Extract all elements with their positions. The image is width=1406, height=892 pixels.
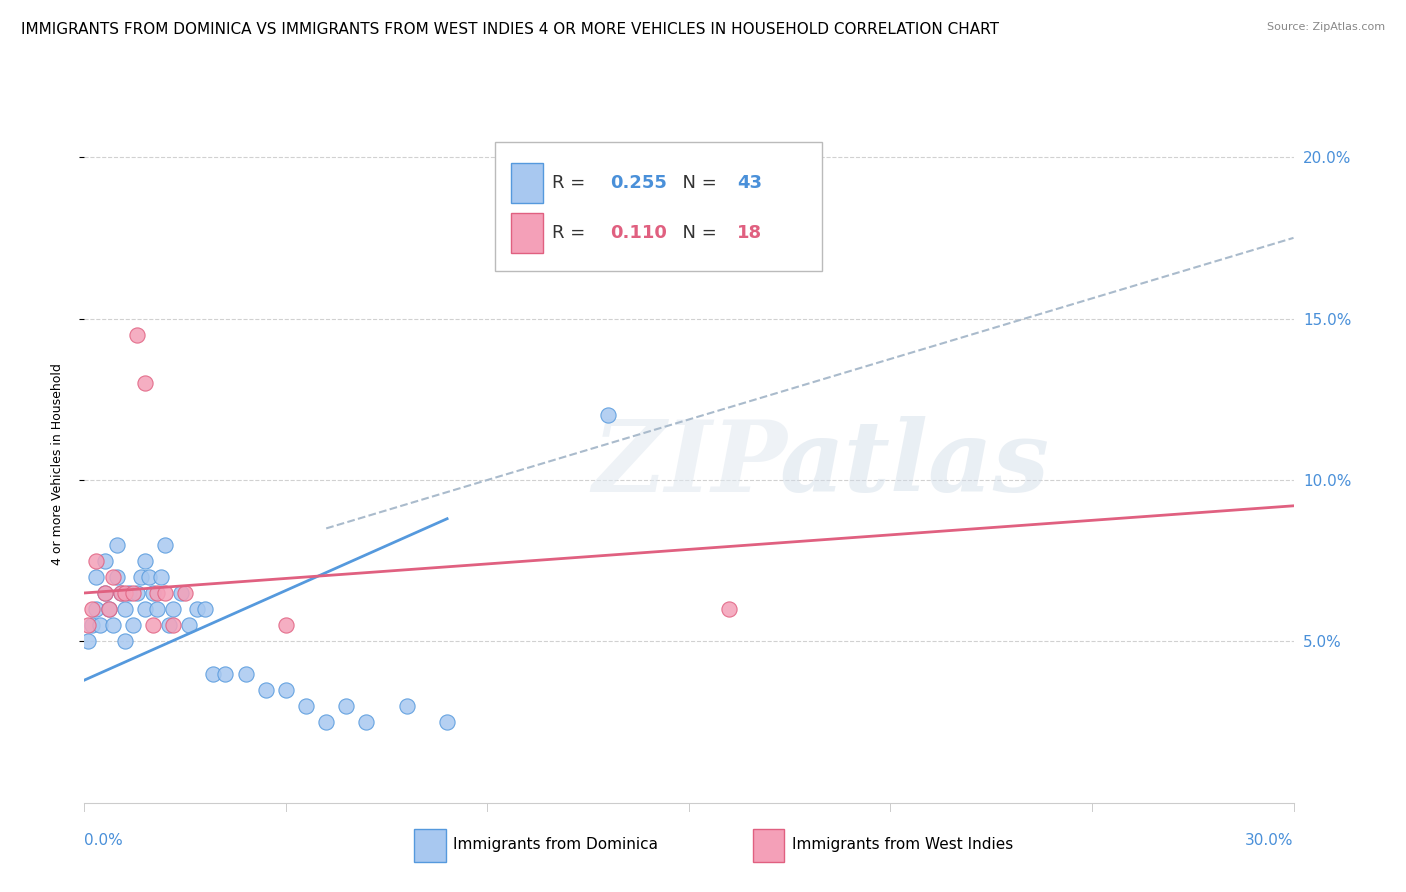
Point: [125, 327, 148, 342]
Point: [146, 602, 169, 616]
Text: 0.255: 0.255: [610, 174, 668, 192]
Point: [162, 618, 184, 632]
Point: [186, 602, 208, 616]
Point: [93, 554, 115, 568]
Text: 0.110: 0.110: [610, 225, 668, 243]
Text: 0.0%: 0.0%: [84, 833, 124, 848]
Point: [77, 618, 100, 632]
Point: [295, 698, 318, 713]
Point: [114, 602, 136, 616]
Point: [157, 618, 180, 632]
Text: N =: N =: [671, 174, 723, 192]
Point: [179, 618, 201, 632]
Point: [138, 570, 160, 584]
Point: [335, 698, 357, 713]
Point: [174, 586, 197, 600]
Point: [110, 586, 132, 600]
Text: Immigrants from Dominica: Immigrants from Dominica: [453, 838, 658, 853]
Point: [153, 586, 176, 600]
Point: [235, 666, 257, 681]
FancyBboxPatch shape: [415, 829, 446, 862]
Point: [110, 586, 132, 600]
Text: ZIP: ZIP: [592, 416, 787, 512]
Point: [118, 586, 141, 600]
Point: [202, 666, 225, 681]
Point: [254, 682, 277, 697]
Text: R =: R =: [553, 225, 592, 243]
Text: 30.0%: 30.0%: [1246, 833, 1294, 848]
Point: [105, 570, 128, 584]
Point: [598, 409, 620, 423]
Point: [142, 586, 165, 600]
Point: [436, 715, 458, 730]
Point: [315, 715, 337, 730]
Point: [86, 602, 108, 616]
FancyBboxPatch shape: [754, 829, 785, 862]
Point: [82, 602, 104, 616]
Point: [134, 554, 156, 568]
Point: [274, 682, 297, 697]
Point: [194, 602, 217, 616]
Point: [86, 554, 108, 568]
Text: IMMIGRANTS FROM DOMINICA VS IMMIGRANTS FROM WEST INDIES 4 OR MORE VEHICLES IN HO: IMMIGRANTS FROM DOMINICA VS IMMIGRANTS F…: [21, 22, 1000, 37]
Text: R =: R =: [553, 174, 592, 192]
Point: [114, 586, 136, 600]
Point: [718, 602, 741, 616]
Point: [134, 602, 156, 616]
Text: Immigrants from West Indies: Immigrants from West Indies: [792, 838, 1012, 853]
Point: [114, 634, 136, 648]
Point: [77, 634, 100, 648]
FancyBboxPatch shape: [495, 142, 823, 270]
Point: [82, 618, 104, 632]
Point: [125, 586, 148, 600]
Point: [162, 602, 184, 616]
Point: [214, 666, 236, 681]
Point: [149, 570, 172, 584]
Point: [93, 586, 115, 600]
Point: [97, 602, 120, 616]
Point: [93, 586, 115, 600]
Text: 18: 18: [737, 225, 762, 243]
Point: [153, 537, 176, 551]
Point: [134, 376, 156, 391]
FancyBboxPatch shape: [512, 213, 543, 253]
Y-axis label: 4 or more Vehicles in Household: 4 or more Vehicles in Household: [51, 363, 63, 565]
Text: Source: ZipAtlas.com: Source: ZipAtlas.com: [1267, 22, 1385, 32]
Text: 43: 43: [737, 174, 762, 192]
Point: [395, 698, 418, 713]
Point: [97, 602, 120, 616]
Text: N =: N =: [671, 225, 723, 243]
Point: [121, 586, 143, 600]
Point: [86, 570, 108, 584]
Point: [89, 618, 111, 632]
Point: [101, 570, 124, 584]
Point: [121, 618, 143, 632]
Point: [101, 618, 124, 632]
Point: [129, 570, 152, 584]
Point: [142, 618, 165, 632]
Point: [146, 586, 169, 600]
Text: atlas: atlas: [780, 416, 1050, 512]
FancyBboxPatch shape: [512, 162, 543, 202]
Point: [105, 537, 128, 551]
Point: [170, 586, 193, 600]
Point: [274, 618, 297, 632]
Point: [356, 715, 378, 730]
